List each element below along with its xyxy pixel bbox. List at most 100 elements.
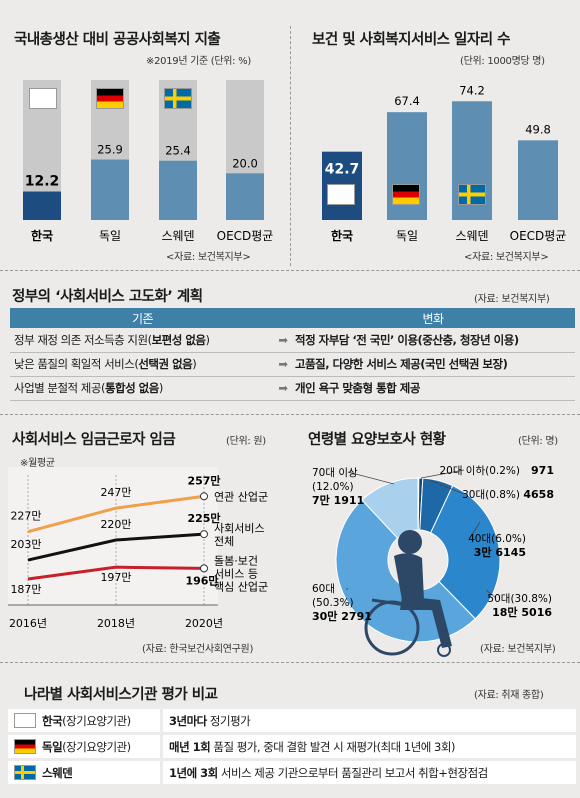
- legend-label: 연관 산업군: [214, 490, 268, 503]
- slice-label: 30대(0.8%): [462, 489, 520, 501]
- slice-pct: (50.3%): [312, 597, 354, 609]
- arrow-right-icon: ➡: [275, 328, 291, 353]
- slice-value: 30만 2791: [312, 609, 372, 623]
- eval-title: 나라별 사회서비스기관 평가 비교: [24, 687, 218, 703]
- bar: [518, 140, 558, 220]
- data-label: 225만: [187, 511, 220, 525]
- slice-value: 971: [531, 464, 554, 477]
- data-label: 220만: [100, 518, 131, 531]
- arrow-right-icon: ➡: [275, 352, 291, 377]
- reform-source: (자료: 보건복지부): [474, 294, 550, 305]
- jobs-chart-source: <자료: 보건복지부>: [464, 252, 549, 263]
- bar-value-label: 25.4: [165, 144, 191, 158]
- reform-before-cell: 사업별 분절적 제공(통합성 없음): [10, 376, 275, 401]
- x-tick-label: 2018년: [97, 617, 135, 630]
- reform-before-cell: 낮은 품질의 획일적 서비스(선택권 없음): [10, 352, 275, 377]
- series-end-point: [200, 564, 208, 573]
- bar: [226, 173, 264, 220]
- eval-method-cell: 3년마다 정기평가: [160, 709, 576, 732]
- category-label: 한국: [331, 228, 353, 243]
- bar: [91, 159, 129, 220]
- table-row: 한국(장기요양기관) 3년마다 정기평가: [8, 709, 576, 732]
- sweden-flag-icon: [14, 765, 36, 780]
- arrow-right-icon: ➡: [275, 376, 291, 401]
- slice-value: 7만 1911: [312, 493, 364, 507]
- gdp-chart-note: ※2019년 기준 (단위: %): [146, 56, 251, 67]
- bar-value-label: 42.7: [325, 162, 360, 178]
- care-chart-source: (자료: 보건복지부): [480, 644, 556, 655]
- section-divider: [0, 414, 580, 415]
- gdp-chart-title: 국내총생산 대비 공공사회복지 지출: [14, 32, 221, 48]
- eval-table: 한국(장기요양기관) 3년마다 정기평가 독일(장기요양기관) 매년 1회 품질…: [8, 706, 576, 787]
- reform-header-before: 기존: [10, 308, 275, 328]
- reform-after-cell: 적정 자부담 ‘전 국민’ 이용(중산층, 청장년 이용): [291, 328, 575, 353]
- category-label: 한국: [31, 228, 53, 243]
- data-label: 196만: [185, 573, 218, 587]
- care-chart-unit: (단위: 명): [518, 436, 558, 447]
- gdp-chart-source: <자료: 보건복지부>: [166, 252, 251, 263]
- slice-value: 18만 5016: [492, 605, 552, 619]
- leader-line: [347, 471, 395, 485]
- table-row: 독일(장기요양기관) 매년 1회 품질 평가, 중대 결함 발견 시 재평가(최…: [8, 735, 576, 758]
- legend-label: 돌봄·보건 서비스 등 핵심 산업군: [214, 554, 268, 593]
- sweden-flag-icon: [164, 88, 192, 109]
- slice-label: 20대 이하(0.2%): [439, 464, 520, 477]
- table-row: 스웨덴 1년에 3회 서비스 제공 기관으로부터 품질관리 보고서 취합+현장점…: [8, 761, 576, 784]
- x-tick-label: 2020년: [185, 617, 223, 630]
- bar-value-label: 49.8: [525, 122, 551, 136]
- category-label: 독일: [396, 229, 418, 243]
- reform-title: 정부의 ‘사회서비스 고도화’ 계획: [12, 289, 203, 305]
- bar-value-label: 12.2: [25, 174, 60, 190]
- reform-before-cell: 정부 재정 의존 저소득층 지원(보편성 없음): [10, 328, 275, 353]
- wage-chart-unit: (단위: 원): [226, 436, 266, 447]
- leader-line: [469, 521, 481, 539]
- reform-table: 기존 변화 정부 재정 의존 저소득층 지원(보편성 없음) ➡ 적정 자부담 …: [10, 308, 575, 401]
- section-divider: [0, 270, 580, 271]
- bar-value-label: 67.4: [394, 94, 420, 108]
- eval-method-cell: 매년 1회 품질 평가, 중대 결함 발견 시 재평가(최대 1년에 3회): [160, 735, 576, 758]
- x-tick-label: 2016년: [9, 617, 47, 630]
- category-label: OECD평균: [510, 229, 567, 243]
- slice-label: 50대(30.8%): [487, 593, 552, 605]
- data-label: 203만: [10, 538, 41, 551]
- leader-line: [428, 479, 465, 495]
- jobs-chart-note: (단위: 1000명당 명): [460, 56, 545, 67]
- eval-country-cell: 독일(장기요양기관): [8, 735, 160, 758]
- germany-flag-icon: [392, 184, 420, 205]
- reform-after-cell: 개인 욕구 맞춤형 통합 제공: [291, 376, 575, 401]
- data-label: 257만: [187, 473, 220, 487]
- series-end-point: [200, 530, 208, 539]
- series-end-point: [200, 492, 208, 501]
- series-line: [27, 532, 205, 562]
- reform-header-after: 변화: [291, 308, 575, 328]
- category-label: 스웨덴: [161, 229, 194, 243]
- germany-flag-icon: [14, 739, 36, 754]
- eval-country-cell: 스웨덴: [8, 761, 160, 784]
- wheelchair-user-icon: [364, 530, 452, 657]
- data-label: 197만: [100, 571, 131, 584]
- wage-chart-note: ※월평균: [20, 458, 55, 469]
- bar: [159, 160, 197, 220]
- leader-line: [485, 589, 497, 599]
- sweden-flag-icon: [458, 184, 486, 205]
- bar-value-label: 25.9: [97, 143, 123, 157]
- bar-value-label: 20.0: [232, 156, 258, 170]
- eval-method-cell: 1년에 3회 서비스 제공 기관으로부터 품질관리 보고서 취합+현장점검: [160, 761, 576, 784]
- table-row: 정부 재정 의존 저소득층 지원(보편성 없음) ➡ 적정 자부담 ‘전 국민’…: [10, 328, 575, 353]
- category-label: 스웨덴: [455, 229, 488, 243]
- series-line: [27, 494, 205, 534]
- legend-label: 사회서비스 전체: [214, 522, 265, 548]
- reform-after-cell: 고품질, 다양한 서비스 제공(국민 선택권 보장): [291, 352, 575, 377]
- data-label: 227만: [10, 510, 41, 523]
- wage-line-chart: 227만 247만 257만 203만 220만 225만 187만 197만 196만 연관 산…: [8, 467, 268, 630]
- eval-source: (자료: 취재 종합): [474, 690, 544, 701]
- wage-chart-title: 사회서비스 임금근로자 임금: [12, 432, 176, 448]
- data-label: 187만: [10, 583, 41, 596]
- leader-line: [345, 587, 349, 591]
- jobs-chart-title: 보건 및 사회복지서비스 일자리 수: [312, 32, 510, 48]
- korea-flag-icon: [14, 713, 36, 728]
- leader-line: [420, 469, 465, 479]
- slice-pct: (12.0%): [312, 481, 354, 493]
- slice-label: 40대(6.0%): [468, 533, 526, 545]
- series-line: [27, 565, 205, 581]
